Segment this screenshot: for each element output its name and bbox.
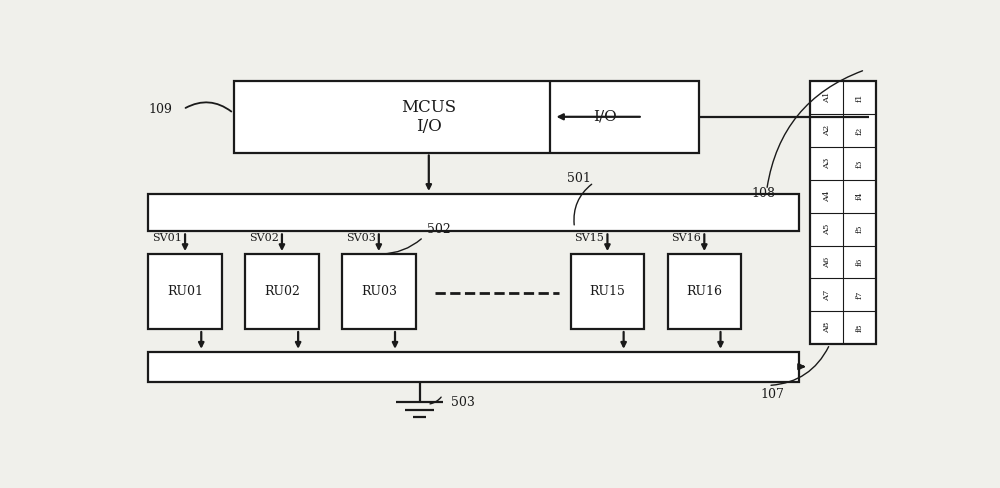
Text: f4: f4 — [856, 192, 864, 201]
Text: f8: f8 — [856, 324, 864, 332]
Text: f5: f5 — [856, 225, 864, 233]
Text: A3: A3 — [823, 158, 831, 169]
Bar — [148, 194, 799, 231]
Bar — [810, 81, 876, 344]
Bar — [668, 254, 741, 329]
Text: A4: A4 — [823, 190, 831, 202]
Text: f3: f3 — [856, 159, 864, 167]
Text: f6: f6 — [856, 258, 864, 266]
Bar — [342, 254, 416, 329]
Text: 107: 107 — [761, 388, 784, 401]
Text: 108: 108 — [751, 187, 775, 201]
Text: RU16: RU16 — [686, 285, 722, 298]
Text: A5: A5 — [823, 224, 831, 235]
Text: A2: A2 — [823, 125, 831, 136]
Bar — [571, 254, 644, 329]
Text: A7: A7 — [823, 289, 831, 301]
Text: RU01: RU01 — [167, 285, 203, 298]
Text: RU03: RU03 — [361, 285, 397, 298]
Text: A1: A1 — [823, 92, 831, 103]
Text: RU02: RU02 — [264, 285, 300, 298]
Text: 503: 503 — [450, 396, 474, 409]
Bar — [148, 254, 222, 329]
Text: SV15: SV15 — [574, 233, 604, 244]
Text: f2: f2 — [856, 126, 864, 135]
Text: A6: A6 — [823, 256, 831, 267]
Bar — [245, 254, 319, 329]
Text: SV03: SV03 — [346, 233, 376, 244]
Text: SV01: SV01 — [152, 233, 182, 244]
Text: MCUS
I/O: MCUS I/O — [401, 99, 456, 135]
Text: 502: 502 — [427, 223, 451, 236]
Text: f7: f7 — [856, 290, 864, 299]
Text: SV16: SV16 — [671, 233, 701, 244]
Text: SV02: SV02 — [249, 233, 279, 244]
Text: I/O: I/O — [594, 110, 617, 124]
Bar — [148, 352, 799, 382]
Bar — [234, 81, 698, 152]
Text: f1: f1 — [856, 93, 864, 102]
Text: RU15: RU15 — [590, 285, 625, 298]
Text: 501: 501 — [567, 172, 591, 185]
Text: 109: 109 — [148, 103, 172, 116]
Text: A8: A8 — [823, 322, 831, 333]
